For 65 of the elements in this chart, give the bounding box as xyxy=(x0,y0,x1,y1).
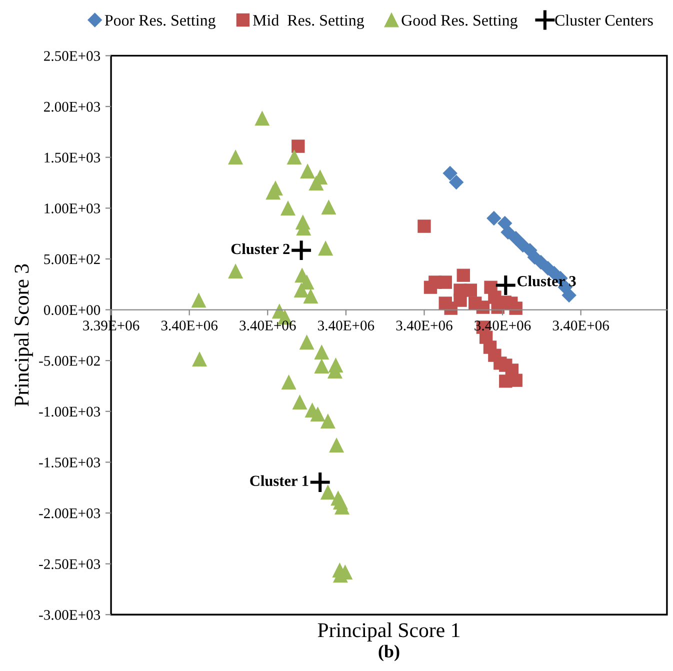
point xyxy=(290,239,313,262)
point xyxy=(464,284,478,297)
point xyxy=(300,164,315,179)
legend-label: Cluster Centers xyxy=(555,14,653,26)
y-tick-label: 2.00E+03 xyxy=(44,102,100,112)
annotation: Cluster 1 xyxy=(250,475,308,486)
x-tick-label: 3.40E+06 xyxy=(552,320,609,330)
legend-label: Good Res. Setting xyxy=(402,14,518,29)
point xyxy=(499,374,512,388)
x-axis-title: Principal Score 1 xyxy=(318,622,460,642)
y-axis-title: Principal Score 3 xyxy=(14,264,33,406)
point xyxy=(294,282,309,298)
point xyxy=(321,200,336,215)
point xyxy=(299,334,314,350)
point xyxy=(314,344,329,360)
text: (b) xyxy=(378,644,400,662)
point xyxy=(228,150,243,165)
point xyxy=(280,200,296,216)
point xyxy=(292,394,308,410)
point xyxy=(286,150,302,165)
x-tick-label: 3.40E+06 xyxy=(396,320,452,330)
point xyxy=(418,220,431,233)
point xyxy=(320,484,336,500)
point xyxy=(308,176,324,191)
point xyxy=(438,276,452,289)
point xyxy=(192,352,207,367)
point xyxy=(318,240,333,256)
point xyxy=(508,230,524,246)
y-tick-label: 1.50E+03 xyxy=(44,152,100,163)
y-tick-label: 2.50E+03 xyxy=(44,51,100,61)
point xyxy=(320,414,336,429)
point xyxy=(281,374,296,390)
legend-label: Mid Res. Setting xyxy=(252,14,364,29)
y-tick-label: -1.50E+03 xyxy=(39,458,100,468)
annotation: Cluster 2 xyxy=(231,243,290,254)
y-tick-label: -2.00E+03 xyxy=(39,508,100,518)
point xyxy=(254,111,270,126)
point xyxy=(303,288,318,304)
point xyxy=(486,211,502,226)
x-tick-label: 3.40E+06 xyxy=(161,320,218,330)
y-tick-label: -3.00E+03 xyxy=(39,610,100,620)
y-tick-label: 0.00E+00 xyxy=(44,305,100,316)
point xyxy=(329,438,344,453)
point xyxy=(308,470,332,494)
legend-label: Poor Res. Setting xyxy=(104,14,216,29)
x-tick-label: 3.40E+06 xyxy=(240,320,296,330)
point xyxy=(266,184,280,200)
y-tick-label: 1.00E+03 xyxy=(44,203,100,214)
point xyxy=(456,268,470,282)
point xyxy=(442,166,458,180)
point xyxy=(500,224,516,240)
y-tick-label: -5.00E+02 xyxy=(39,356,100,366)
y-tick-label: 5.00E+02 xyxy=(44,254,100,264)
y-tick-label: -2.50E+03 xyxy=(39,559,100,570)
point xyxy=(314,358,329,374)
point xyxy=(292,140,305,153)
point xyxy=(310,406,326,422)
point xyxy=(191,293,206,308)
point xyxy=(449,174,464,190)
point xyxy=(228,264,243,279)
point xyxy=(509,302,522,315)
point xyxy=(562,288,576,302)
x-tick-label: 3.40E+06 xyxy=(318,320,374,330)
point xyxy=(494,274,517,297)
y-tick-label: -1.00E+03 xyxy=(39,406,100,417)
